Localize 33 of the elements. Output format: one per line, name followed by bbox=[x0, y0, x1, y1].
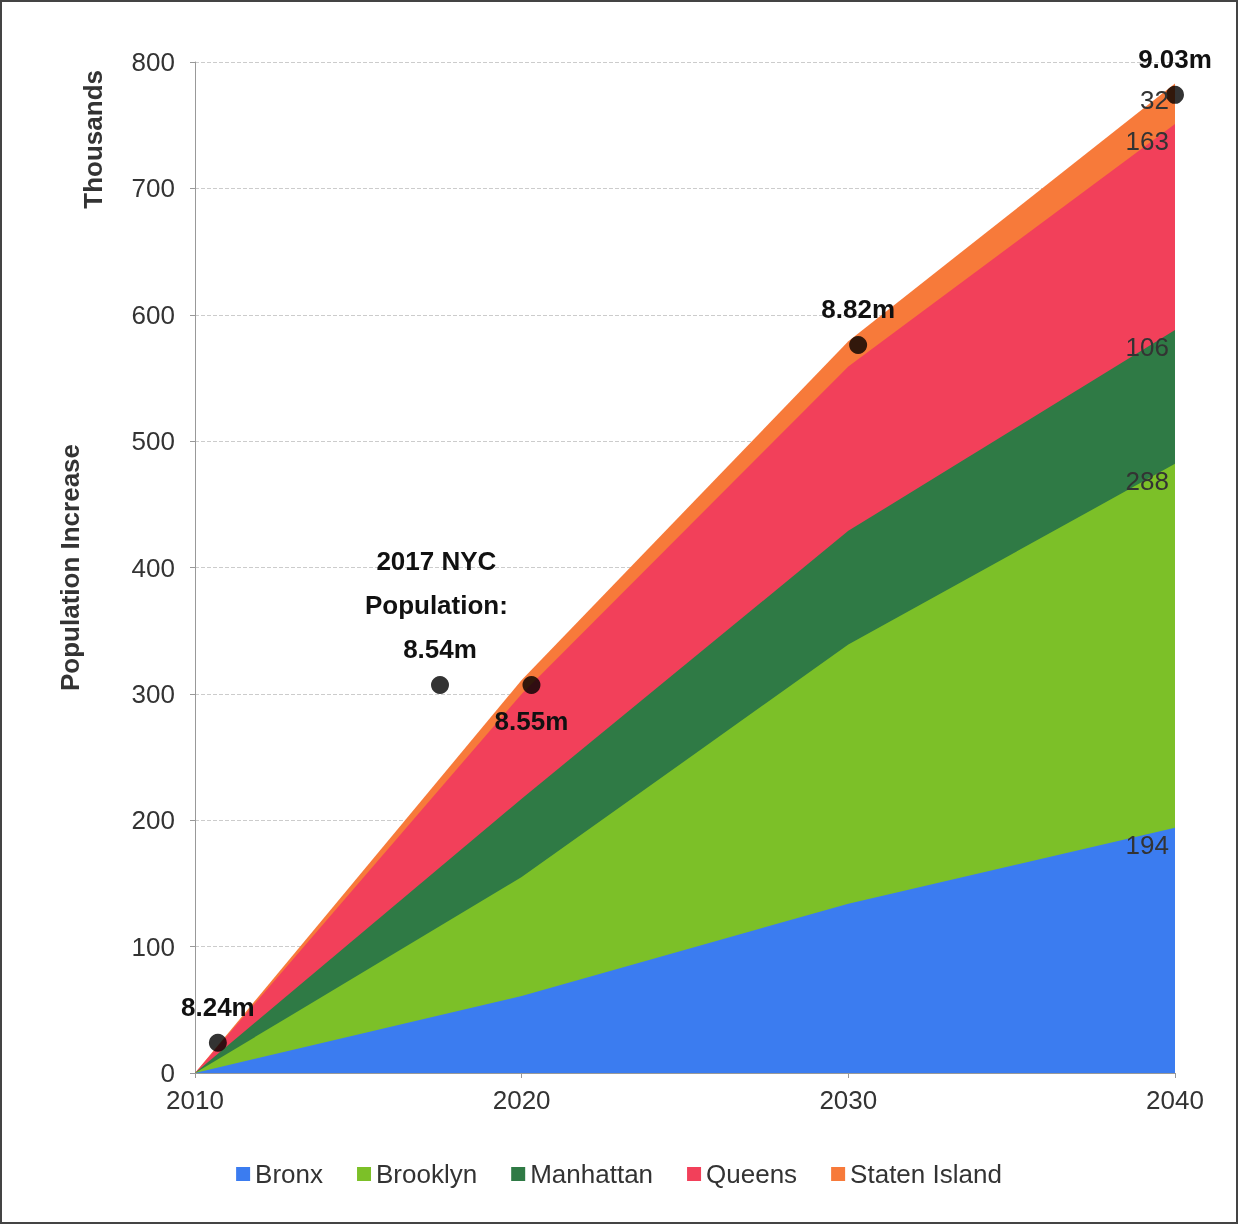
point bbox=[431, 676, 449, 695]
y-tick-label: 200 bbox=[131, 805, 175, 836]
x-tick-label: 2040 bbox=[1146, 1085, 1204, 1115]
point bbox=[849, 336, 868, 355]
legend-label: Manhattan bbox=[530, 1159, 654, 1189]
data-label: 163 bbox=[1125, 125, 1169, 156]
annotation: 9.03m bbox=[1138, 43, 1212, 74]
legend-label: Staten Island bbox=[850, 1159, 1002, 1189]
data-label: 194 bbox=[1125, 829, 1169, 860]
annotation: 8.24m bbox=[181, 991, 255, 1022]
y-tick-label: 400 bbox=[131, 552, 175, 583]
y-axis-title: Population Increase bbox=[55, 443, 85, 692]
x-tick-label: 2030 bbox=[819, 1085, 878, 1115]
legend-label: Bronx bbox=[255, 1159, 324, 1189]
y-tick-label: 800 bbox=[131, 47, 175, 77]
x-tick-label: 2010 bbox=[166, 1085, 224, 1115]
annotation: 8.82m bbox=[821, 294, 895, 325]
y-tick-label: 300 bbox=[131, 678, 175, 709]
legend-label: Brooklyn bbox=[376, 1159, 478, 1189]
point bbox=[208, 1033, 227, 1052]
y-tick-label: 700 bbox=[131, 173, 175, 204]
data-label: 288 bbox=[1125, 465, 1169, 496]
y-tick-label: 500 bbox=[131, 426, 175, 457]
annotation: 2017 NYC Population: 8.54m bbox=[364, 546, 516, 665]
point bbox=[522, 676, 541, 695]
y-tick-label: 0 bbox=[160, 1058, 175, 1088]
text: Thousands bbox=[78, 70, 108, 209]
legend-label: Queens bbox=[706, 1159, 798, 1189]
y-tick-label: 100 bbox=[131, 931, 175, 962]
annotation: 8.55m bbox=[494, 706, 569, 737]
y-tick-label: 600 bbox=[131, 299, 175, 330]
point bbox=[1166, 85, 1184, 104]
x-tick-label: 2020 bbox=[492, 1085, 551, 1115]
